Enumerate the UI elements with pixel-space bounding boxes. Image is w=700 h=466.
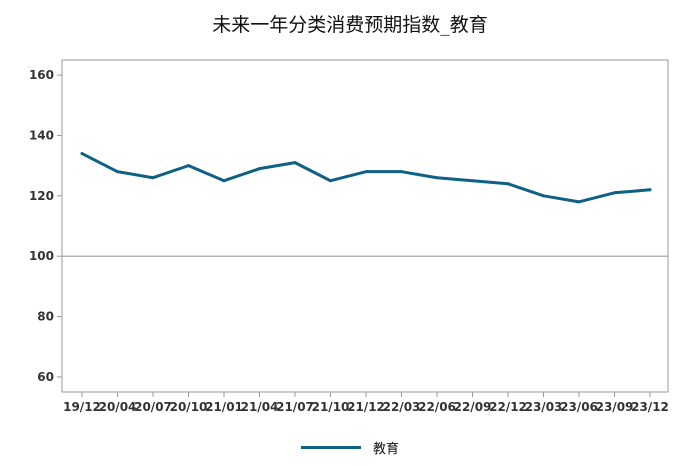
data-point [329, 179, 332, 183]
data-point [364, 170, 368, 174]
x-tick-label: 23/09 [596, 400, 634, 414]
plot-frame [61, 59, 669, 393]
legend-swatch [300, 445, 361, 449]
data-point [471, 179, 474, 183]
x-tick-label: 23/03 [525, 400, 563, 414]
data-point [613, 191, 616, 195]
data-point [577, 200, 581, 204]
x-tick-label: 22/12 [489, 400, 527, 414]
x-tick-label: 20/04 [99, 400, 137, 414]
data-point [258, 167, 261, 171]
series-group [80, 152, 652, 204]
data-point [116, 170, 119, 174]
data-point [187, 164, 190, 168]
x-tick-label: 22/09 [454, 400, 492, 414]
x-tick-label: 21/07 [276, 400, 314, 414]
data-point [648, 188, 652, 192]
data-point [400, 170, 403, 174]
data-point [222, 179, 226, 183]
y-axis: 60 80 100 120 140 160 [29, 68, 62, 384]
series-line [80, 152, 652, 204]
x-tick-label: 23/06 [560, 400, 598, 414]
x-tick-label: 20/07 [134, 400, 172, 414]
legend: 教育 [0, 436, 700, 458]
y-tick-label: 160 [29, 68, 54, 82]
y-tick-label: 120 [29, 189, 54, 203]
y-tick-label: 140 [29, 128, 54, 142]
data-point [542, 194, 545, 198]
x-tick-label: 20/10 [170, 400, 208, 414]
x-tick-label: 19/12 [63, 400, 101, 414]
x-tick-label: 21/04 [241, 400, 279, 414]
data-point [435, 176, 439, 180]
legend-label: 教育 [372, 441, 399, 457]
data-point [151, 176, 155, 180]
x-tick-label: 21/10 [312, 400, 350, 414]
x-tick-label: 22/06 [418, 400, 456, 414]
data-point [80, 152, 84, 156]
x-tick-label: 23/12 [631, 400, 669, 414]
y-tick-label: 80 [37, 310, 54, 324]
x-tick-label: 21/12 [347, 400, 385, 414]
y-tick-label: 100 [29, 249, 54, 263]
y-tick-label: 60 [37, 370, 54, 384]
x-tick-label: 22/03 [383, 400, 421, 414]
x-tick-label: 21/01 [205, 400, 243, 414]
x-axis: 19/1220/0420/0720/1021/0121/0421/0721/10… [63, 392, 669, 414]
chart-title: 未来一年分类消费预期指数_教育 [212, 14, 488, 36]
data-point [506, 182, 510, 186]
data-point [293, 161, 297, 165]
